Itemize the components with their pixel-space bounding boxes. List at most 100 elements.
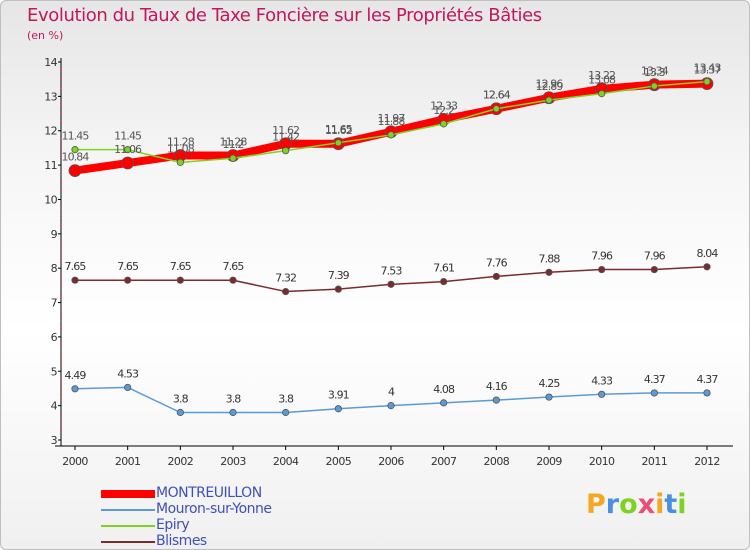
data-label: 12.64: [483, 89, 511, 102]
y-tick-label: 11: [44, 159, 57, 172]
data-label: 13.43: [694, 62, 722, 75]
data-label: 3.8: [226, 393, 242, 406]
brand-letter: r: [605, 489, 620, 520]
y-tick-label: 8: [51, 262, 58, 275]
data-label: 3.8: [278, 393, 294, 406]
data-point: [492, 272, 500, 281]
data-label: 4.37: [697, 373, 719, 386]
data-label: 4.08: [433, 383, 455, 396]
brand-letter: o: [619, 489, 638, 520]
data-label: 4.25: [539, 377, 561, 390]
data-point: [229, 154, 237, 162]
data-label: 11.42: [272, 131, 299, 144]
y-minor-tick: [60, 378, 62, 381]
x-tick-label: 2008: [484, 455, 510, 468]
x-tick-label: 2010: [589, 455, 615, 468]
y-minor-tick: [60, 207, 62, 209]
brand-letter: t: [664, 489, 678, 520]
y-minor-tick: [60, 258, 62, 261]
y-minor-tick: [60, 318, 62, 321]
data-label: 11.2: [223, 138, 244, 151]
x-tick-label: 2003: [220, 455, 246, 468]
series-mouron-sur-yonne: [71, 383, 711, 417]
data-label: 7.65: [65, 260, 87, 273]
data-label: 7.32: [275, 272, 296, 285]
axes: 3 4 5 6 7 8 9 10 11 12 13 14 2000 2001 2002 2003 2004 200…: [44, 56, 733, 468]
y-minor-tick: [60, 155, 62, 158]
data-label: 10.84: [62, 151, 90, 164]
y-tick-label: 9: [51, 228, 58, 241]
data-label: 11.28: [167, 135, 195, 148]
data-label: 11.06: [114, 143, 142, 156]
y-tick-label: 14: [44, 56, 57, 69]
data-label: 11.45: [62, 130, 90, 143]
data-point: [71, 385, 79, 393]
y-minor-tick: [60, 396, 62, 398]
data-point: [334, 405, 342, 413]
data-point: [176, 158, 184, 166]
x-tick-label: 2005: [326, 455, 352, 468]
y-minor-tick: [60, 78, 62, 81]
brand-letter: x: [637, 489, 656, 520]
y-minor-tick: [60, 293, 62, 295]
data-label: 7.96: [591, 250, 613, 263]
data-label: 12.64: [483, 89, 511, 102]
data-label: 4: [388, 386, 395, 399]
data-point: [598, 265, 606, 274]
data-point: [71, 146, 79, 154]
series-layer: [68, 77, 714, 417]
y-minor-tick: [60, 421, 62, 424]
x-tick-label: 2000: [62, 455, 88, 468]
data-point: [545, 96, 553, 104]
y-minor-tick: [60, 387, 62, 390]
data-label: 11.62: [325, 124, 352, 137]
y-minor-tick: [60, 112, 62, 115]
legend-swatch: [101, 525, 155, 527]
series-epiry: [71, 77, 711, 166]
data-label: 11.97: [378, 112, 406, 125]
data-point: [703, 389, 711, 397]
data-label: 4.49: [65, 369, 87, 382]
y-minor-tick: [60, 413, 62, 416]
legend-swatch: [101, 541, 155, 543]
brand-logo: Proxiti: [586, 489, 687, 520]
data-label: 13.22: [588, 69, 615, 82]
x-tick-label: 2004: [273, 455, 299, 468]
y-minor-tick: [60, 189, 62, 192]
data-point: [124, 146, 132, 154]
data-point: [598, 90, 606, 98]
data-point: [650, 82, 658, 90]
data-point: [334, 285, 342, 293]
data-label: 7.96: [644, 250, 666, 263]
y-minor-tick: [60, 172, 62, 175]
y-minor-tick: [60, 138, 62, 141]
y-tick-label: 3: [51, 434, 58, 447]
y-minor-tick: [60, 215, 62, 218]
data-point: [229, 276, 237, 284]
data-point: [124, 276, 132, 284]
data-label: 7.65: [223, 260, 245, 273]
y-minor-tick: [60, 327, 62, 330]
data-point: [440, 120, 448, 128]
x-tick-label: 2011: [642, 455, 668, 468]
y-tick-label: 12: [44, 125, 57, 138]
legend-swatch: [101, 490, 155, 498]
data-label: 7.76: [486, 256, 508, 269]
legend-label: Blismes: [156, 533, 207, 549]
data-label: 7.65: [170, 260, 192, 273]
legend-label: MONTREUILLON: [156, 485, 262, 501]
data-point: [703, 263, 711, 271]
data-label: 4.16: [486, 380, 508, 393]
y-minor-tick: [60, 353, 62, 355]
data-point: [440, 399, 448, 407]
data-label: 12.96: [536, 78, 564, 91]
series-blismes: [71, 263, 711, 296]
data-label: 7.88: [539, 252, 561, 265]
chart-title: Evolution du Taux de Taxe Foncière sur l…: [27, 5, 542, 26]
data-label: 12.2: [433, 104, 454, 117]
data-label: 11.62: [272, 124, 299, 137]
y-tick-label: 7: [51, 297, 58, 310]
x-tick-label: 2002: [168, 455, 194, 468]
data-label: 13.3: [644, 66, 666, 79]
